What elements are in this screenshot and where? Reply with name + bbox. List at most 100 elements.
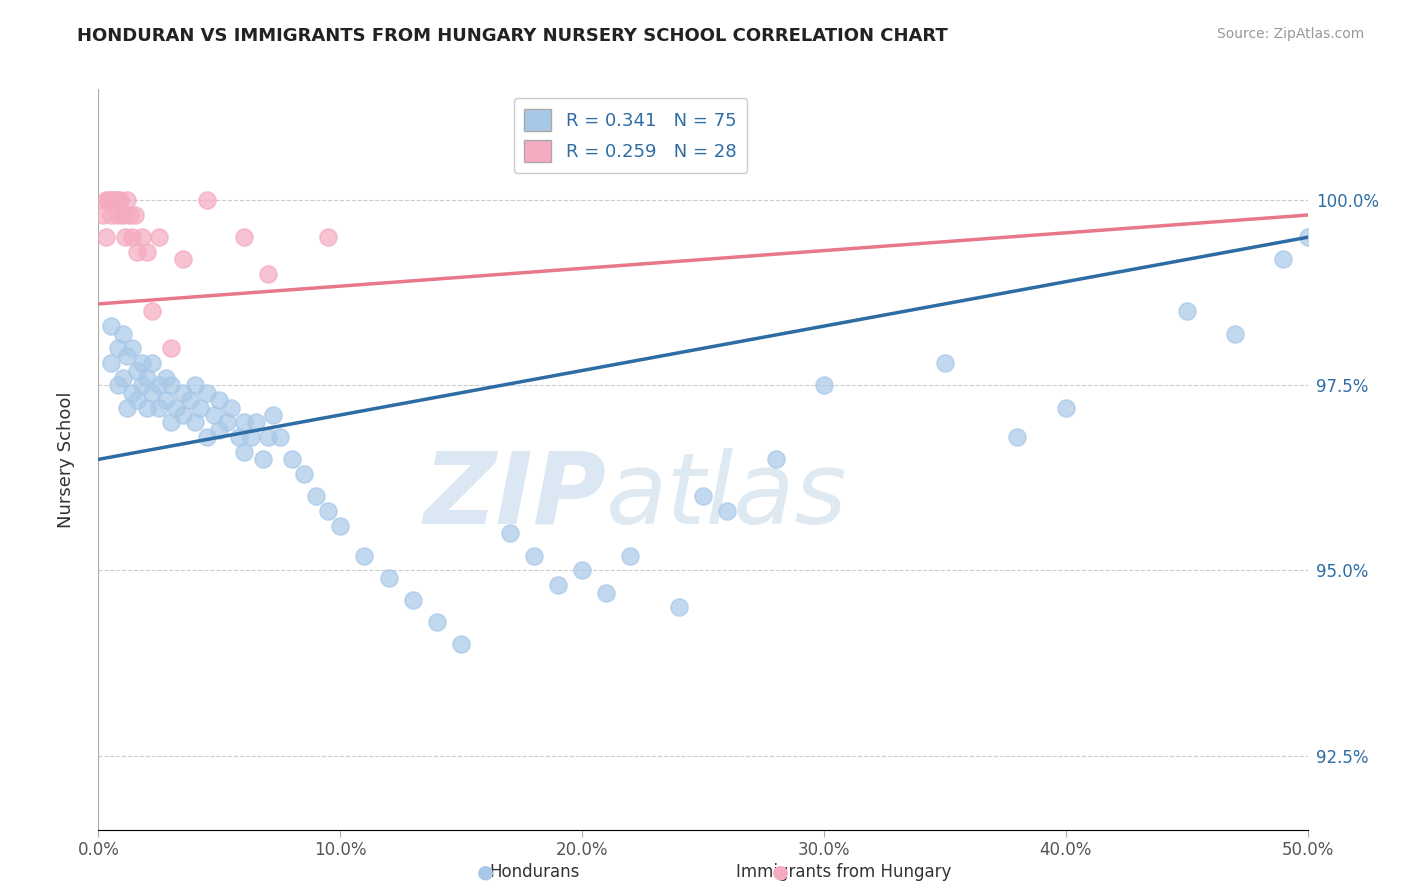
Point — [316, 230, 339, 244]
Point — [668, 600, 690, 615]
Point — [121, 385, 143, 400]
Point — [281, 452, 304, 467]
Point — [221, 401, 243, 415]
Point — [195, 194, 218, 208]
Point — [316, 504, 339, 518]
Text: ●: ● — [772, 863, 789, 882]
Point — [135, 401, 157, 415]
Point — [353, 549, 375, 563]
Point — [141, 385, 163, 400]
Point — [121, 230, 143, 244]
Point — [114, 230, 136, 244]
Point — [813, 378, 835, 392]
Point — [377, 571, 399, 585]
Point — [127, 363, 149, 377]
Point — [135, 371, 157, 385]
Point — [402, 593, 425, 607]
Point — [692, 490, 714, 504]
Point — [232, 230, 254, 244]
Point — [523, 549, 546, 563]
Point — [1223, 326, 1246, 341]
Point — [160, 342, 183, 356]
Point — [595, 585, 617, 599]
Point — [716, 504, 738, 518]
Text: Immigrants from Hungary: Immigrants from Hungary — [735, 863, 952, 881]
Point — [131, 378, 153, 392]
Point — [94, 230, 117, 244]
Point — [121, 342, 143, 356]
Point — [141, 356, 163, 370]
Point — [252, 452, 274, 467]
Point — [292, 467, 315, 482]
Point — [239, 430, 262, 444]
Point — [195, 430, 218, 444]
Point — [111, 371, 134, 385]
Point — [131, 356, 153, 370]
Point — [124, 208, 146, 222]
Point — [107, 378, 129, 392]
Point — [148, 401, 170, 415]
Point — [117, 349, 139, 363]
Legend: R = 0.341   N = 75, R = 0.259   N = 28: R = 0.341 N = 75, R = 0.259 N = 28 — [513, 98, 748, 173]
Point — [204, 408, 226, 422]
Point — [155, 393, 177, 408]
Text: ●: ● — [477, 863, 494, 882]
Point — [148, 230, 170, 244]
Point — [101, 194, 124, 208]
Point — [184, 416, 207, 430]
Point — [111, 326, 134, 341]
Point — [107, 194, 129, 208]
Point — [131, 230, 153, 244]
Point — [232, 445, 254, 459]
Point — [256, 268, 278, 282]
Point — [111, 208, 134, 222]
Point — [1175, 304, 1198, 318]
Point — [117, 401, 139, 415]
Point — [208, 423, 231, 437]
Point — [262, 408, 284, 422]
Point — [188, 401, 211, 415]
Point — [184, 378, 207, 392]
Text: Source: ZipAtlas.com: Source: ZipAtlas.com — [1216, 27, 1364, 41]
Point — [208, 393, 231, 408]
Point — [269, 430, 291, 444]
Point — [934, 356, 956, 370]
Point — [94, 194, 117, 208]
Point — [450, 638, 472, 652]
Point — [135, 245, 157, 260]
Point — [100, 208, 122, 222]
Text: Hondurans: Hondurans — [489, 863, 579, 881]
Point — [172, 408, 194, 422]
Point — [232, 416, 254, 430]
Point — [305, 490, 328, 504]
Point — [165, 401, 187, 415]
Point — [100, 319, 122, 334]
Point — [329, 519, 352, 533]
Point — [426, 615, 449, 630]
Point — [245, 416, 267, 430]
Point — [100, 356, 122, 370]
Point — [97, 194, 120, 208]
Text: atlas: atlas — [606, 448, 848, 545]
Point — [127, 245, 149, 260]
Point — [1054, 401, 1077, 415]
Text: ZIP: ZIP — [423, 448, 606, 545]
Point — [117, 194, 139, 208]
Point — [1007, 430, 1029, 444]
Point — [160, 416, 183, 430]
Point — [215, 416, 238, 430]
Point — [619, 549, 641, 563]
Point — [256, 430, 278, 444]
Point — [228, 430, 250, 444]
Point — [100, 194, 122, 208]
Point — [571, 564, 593, 578]
Point — [1272, 252, 1295, 267]
Point — [172, 385, 194, 400]
Point — [547, 578, 569, 592]
Point — [148, 378, 170, 392]
Point — [107, 342, 129, 356]
Point — [160, 378, 183, 392]
Point — [118, 208, 141, 222]
Y-axis label: Nursery School: Nursery School — [56, 391, 75, 528]
Point — [179, 393, 201, 408]
